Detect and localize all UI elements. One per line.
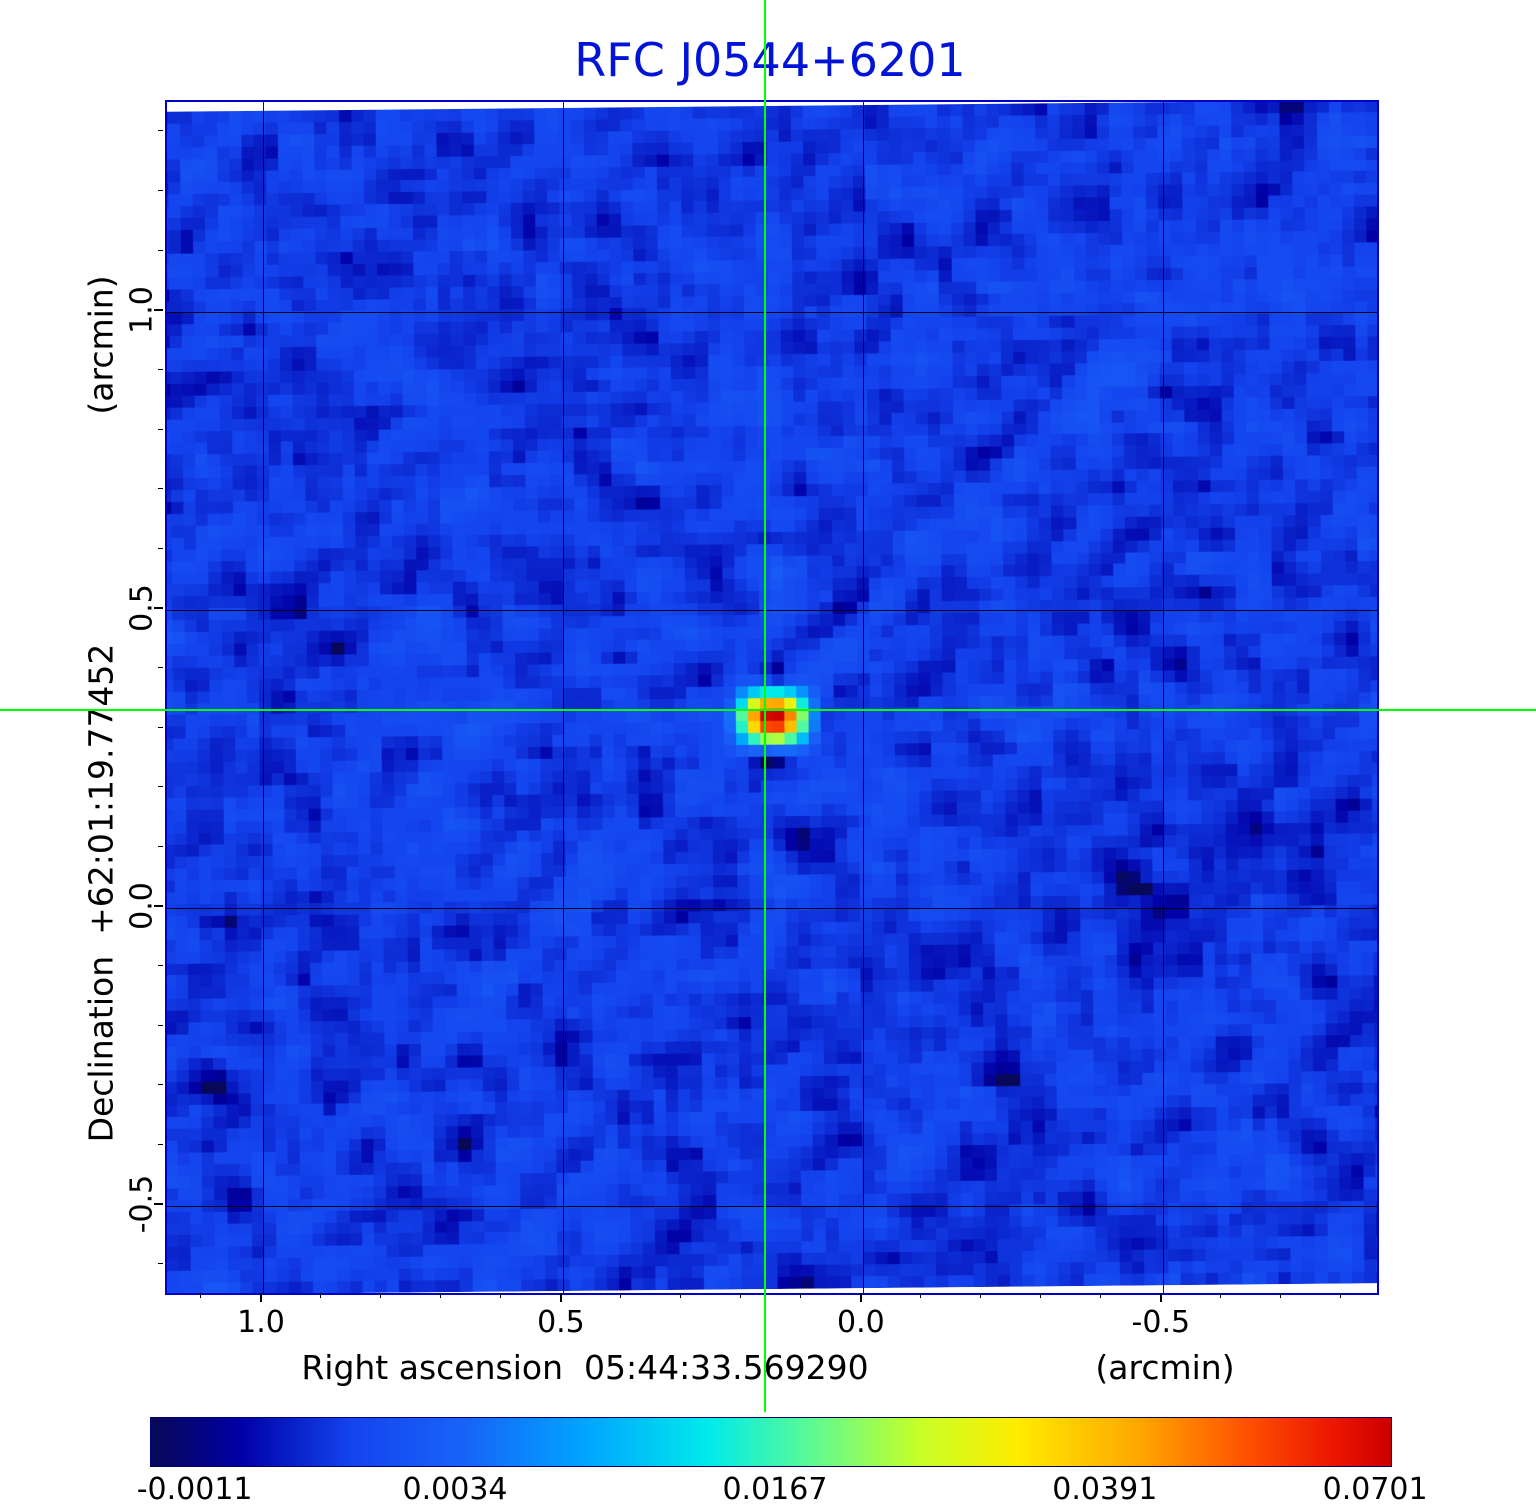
x-axis-label: Right ascension 05:44:33.569290: [301, 1348, 869, 1387]
plot-area: [165, 100, 1379, 1295]
colorbar: [150, 1417, 1392, 1467]
x-minor-tick: [1280, 1293, 1282, 1298]
gridline-vertical: [262, 102, 264, 1293]
y-minor-tick: [158, 666, 163, 668]
colorbar-tick-label: 0.0034: [402, 1472, 508, 1507]
x-major-tick: [559, 1293, 562, 1302]
x-minor-tick: [320, 1293, 322, 1298]
x-tick-label: 0.5: [537, 1305, 585, 1340]
x-minor-tick: [1220, 1293, 1222, 1298]
x-minor-tick: [1100, 1293, 1102, 1298]
colorbar-tick-label: -0.0011: [136, 1472, 253, 1507]
x-tick-label: -0.5: [1131, 1305, 1191, 1340]
gridline-vertical: [862, 102, 864, 1293]
x-minor-tick: [1040, 1293, 1042, 1298]
x-tick-label: 1.0: [237, 1305, 285, 1340]
gridline-horizontal: [167, 907, 1377, 909]
y-minor-tick: [158, 1263, 163, 1265]
heatmap-canvas: [167, 102, 1377, 1293]
y-minor-tick: [158, 547, 163, 549]
crosshair-vertical-line: [763, 0, 766, 1412]
x-axis-unit: (arcmin): [1095, 1348, 1235, 1387]
x-tick-label: 0.0: [837, 1305, 885, 1340]
colorbar-tick-label: 0.0391: [1052, 1472, 1158, 1507]
y-minor-tick: [158, 965, 163, 967]
x-minor-tick: [1340, 1293, 1342, 1298]
y-major-tick: [154, 904, 163, 907]
y-minor-tick: [158, 726, 163, 728]
crosshair-horizontal-line: [0, 708, 1536, 711]
gridline-vertical: [562, 102, 564, 1293]
x-major-tick: [259, 1293, 262, 1302]
y-minor-tick: [158, 845, 163, 847]
x-minor-tick: [380, 1293, 382, 1298]
y-minor-tick: [158, 428, 163, 430]
x-minor-tick: [740, 1293, 742, 1298]
gridline-horizontal: [167, 609, 1377, 611]
x-minor-tick: [200, 1293, 202, 1298]
x-minor-tick: [440, 1293, 442, 1298]
x-minor-tick: [500, 1293, 502, 1298]
y-minor-tick: [158, 249, 163, 251]
gridline-vertical: [1162, 102, 1164, 1293]
x-minor-tick: [920, 1293, 922, 1298]
gridline-horizontal: [167, 311, 1377, 313]
x-minor-tick: [980, 1293, 982, 1298]
y-minor-tick: [158, 1143, 163, 1145]
x-minor-tick: [680, 1293, 682, 1298]
colorbar-tick-label: 0.0701: [1322, 1472, 1428, 1507]
y-axis-label: Declination +62:01:19.77452: [81, 643, 121, 1143]
y-minor-tick: [158, 786, 163, 788]
y-minor-tick: [158, 488, 163, 490]
y-minor-tick: [158, 130, 163, 132]
y-minor-tick: [158, 190, 163, 192]
x-minor-tick: [620, 1293, 622, 1298]
y-minor-tick: [158, 368, 163, 370]
gridline-horizontal: [167, 1205, 1377, 1207]
y-axis-unit: (arcmin): [81, 275, 121, 415]
y-major-tick: [154, 1202, 163, 1205]
page-title: RFC J0544+6201: [574, 33, 966, 87]
x-minor-tick: [800, 1293, 802, 1298]
colorbar-tick-label: 0.0167: [722, 1472, 828, 1507]
y-minor-tick: [158, 1084, 163, 1086]
x-major-tick: [1159, 1293, 1162, 1302]
colorbar-gradient: [151, 1418, 1391, 1466]
y-major-tick: [154, 606, 163, 609]
y-minor-tick: [158, 1024, 163, 1026]
y-major-tick: [154, 308, 163, 311]
x-major-tick: [859, 1293, 862, 1302]
